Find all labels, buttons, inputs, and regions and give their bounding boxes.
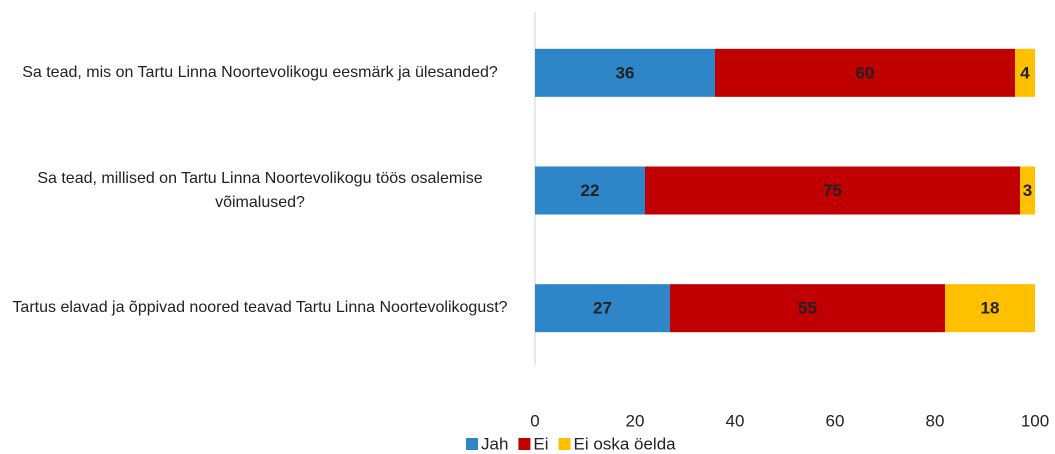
bar-segment — [535, 284, 670, 333]
category-label: Sa tead, millised on Tartu Linna Noortev… — [37, 169, 483, 211]
legend-swatch — [518, 438, 531, 450]
data-label: 27 — [593, 299, 612, 318]
x-tick-label: 0 — [530, 411, 539, 430]
x-tick-label: 80 — [926, 411, 945, 430]
bar-segment — [535, 48, 715, 97]
legend-label: Ei — [533, 434, 548, 453]
x-tick-label: 40 — [726, 411, 745, 430]
category-label: Sa tead, mis on Tartu Linna Noortevoliko… — [22, 63, 498, 81]
x-tick-label: 20 — [626, 411, 645, 430]
bar-segment — [715, 48, 1015, 97]
legend-swatch — [466, 438, 478, 450]
bar-segment — [1020, 166, 1035, 215]
legend: Jah Ei Ei oska öelda — [466, 434, 676, 453]
x-tick-label: 60 — [826, 411, 845, 430]
data-label: 36 — [616, 63, 635, 82]
data-label: 75 — [823, 181, 842, 200]
data-label: 18 — [981, 299, 1000, 318]
data-label: 4 — [1020, 63, 1030, 82]
x-tick-label: 100 — [1021, 411, 1049, 430]
bar-segment — [945, 284, 1035, 333]
data-label: 22 — [581, 181, 600, 200]
bar-segment — [535, 166, 645, 215]
bar-segment — [645, 166, 1020, 215]
data-label: 3 — [1023, 181, 1032, 200]
legend-swatch — [558, 438, 571, 450]
category-label: Tartus elavad ja õppivad noored teavad T… — [12, 299, 508, 317]
legend-label: Ei oska öelda — [574, 434, 677, 453]
bar-segment — [670, 284, 945, 333]
data-label: 55 — [798, 299, 817, 318]
bar-segment — [1015, 48, 1035, 97]
legend-label: Jah — [481, 434, 508, 453]
data-label: 60 — [856, 63, 875, 82]
